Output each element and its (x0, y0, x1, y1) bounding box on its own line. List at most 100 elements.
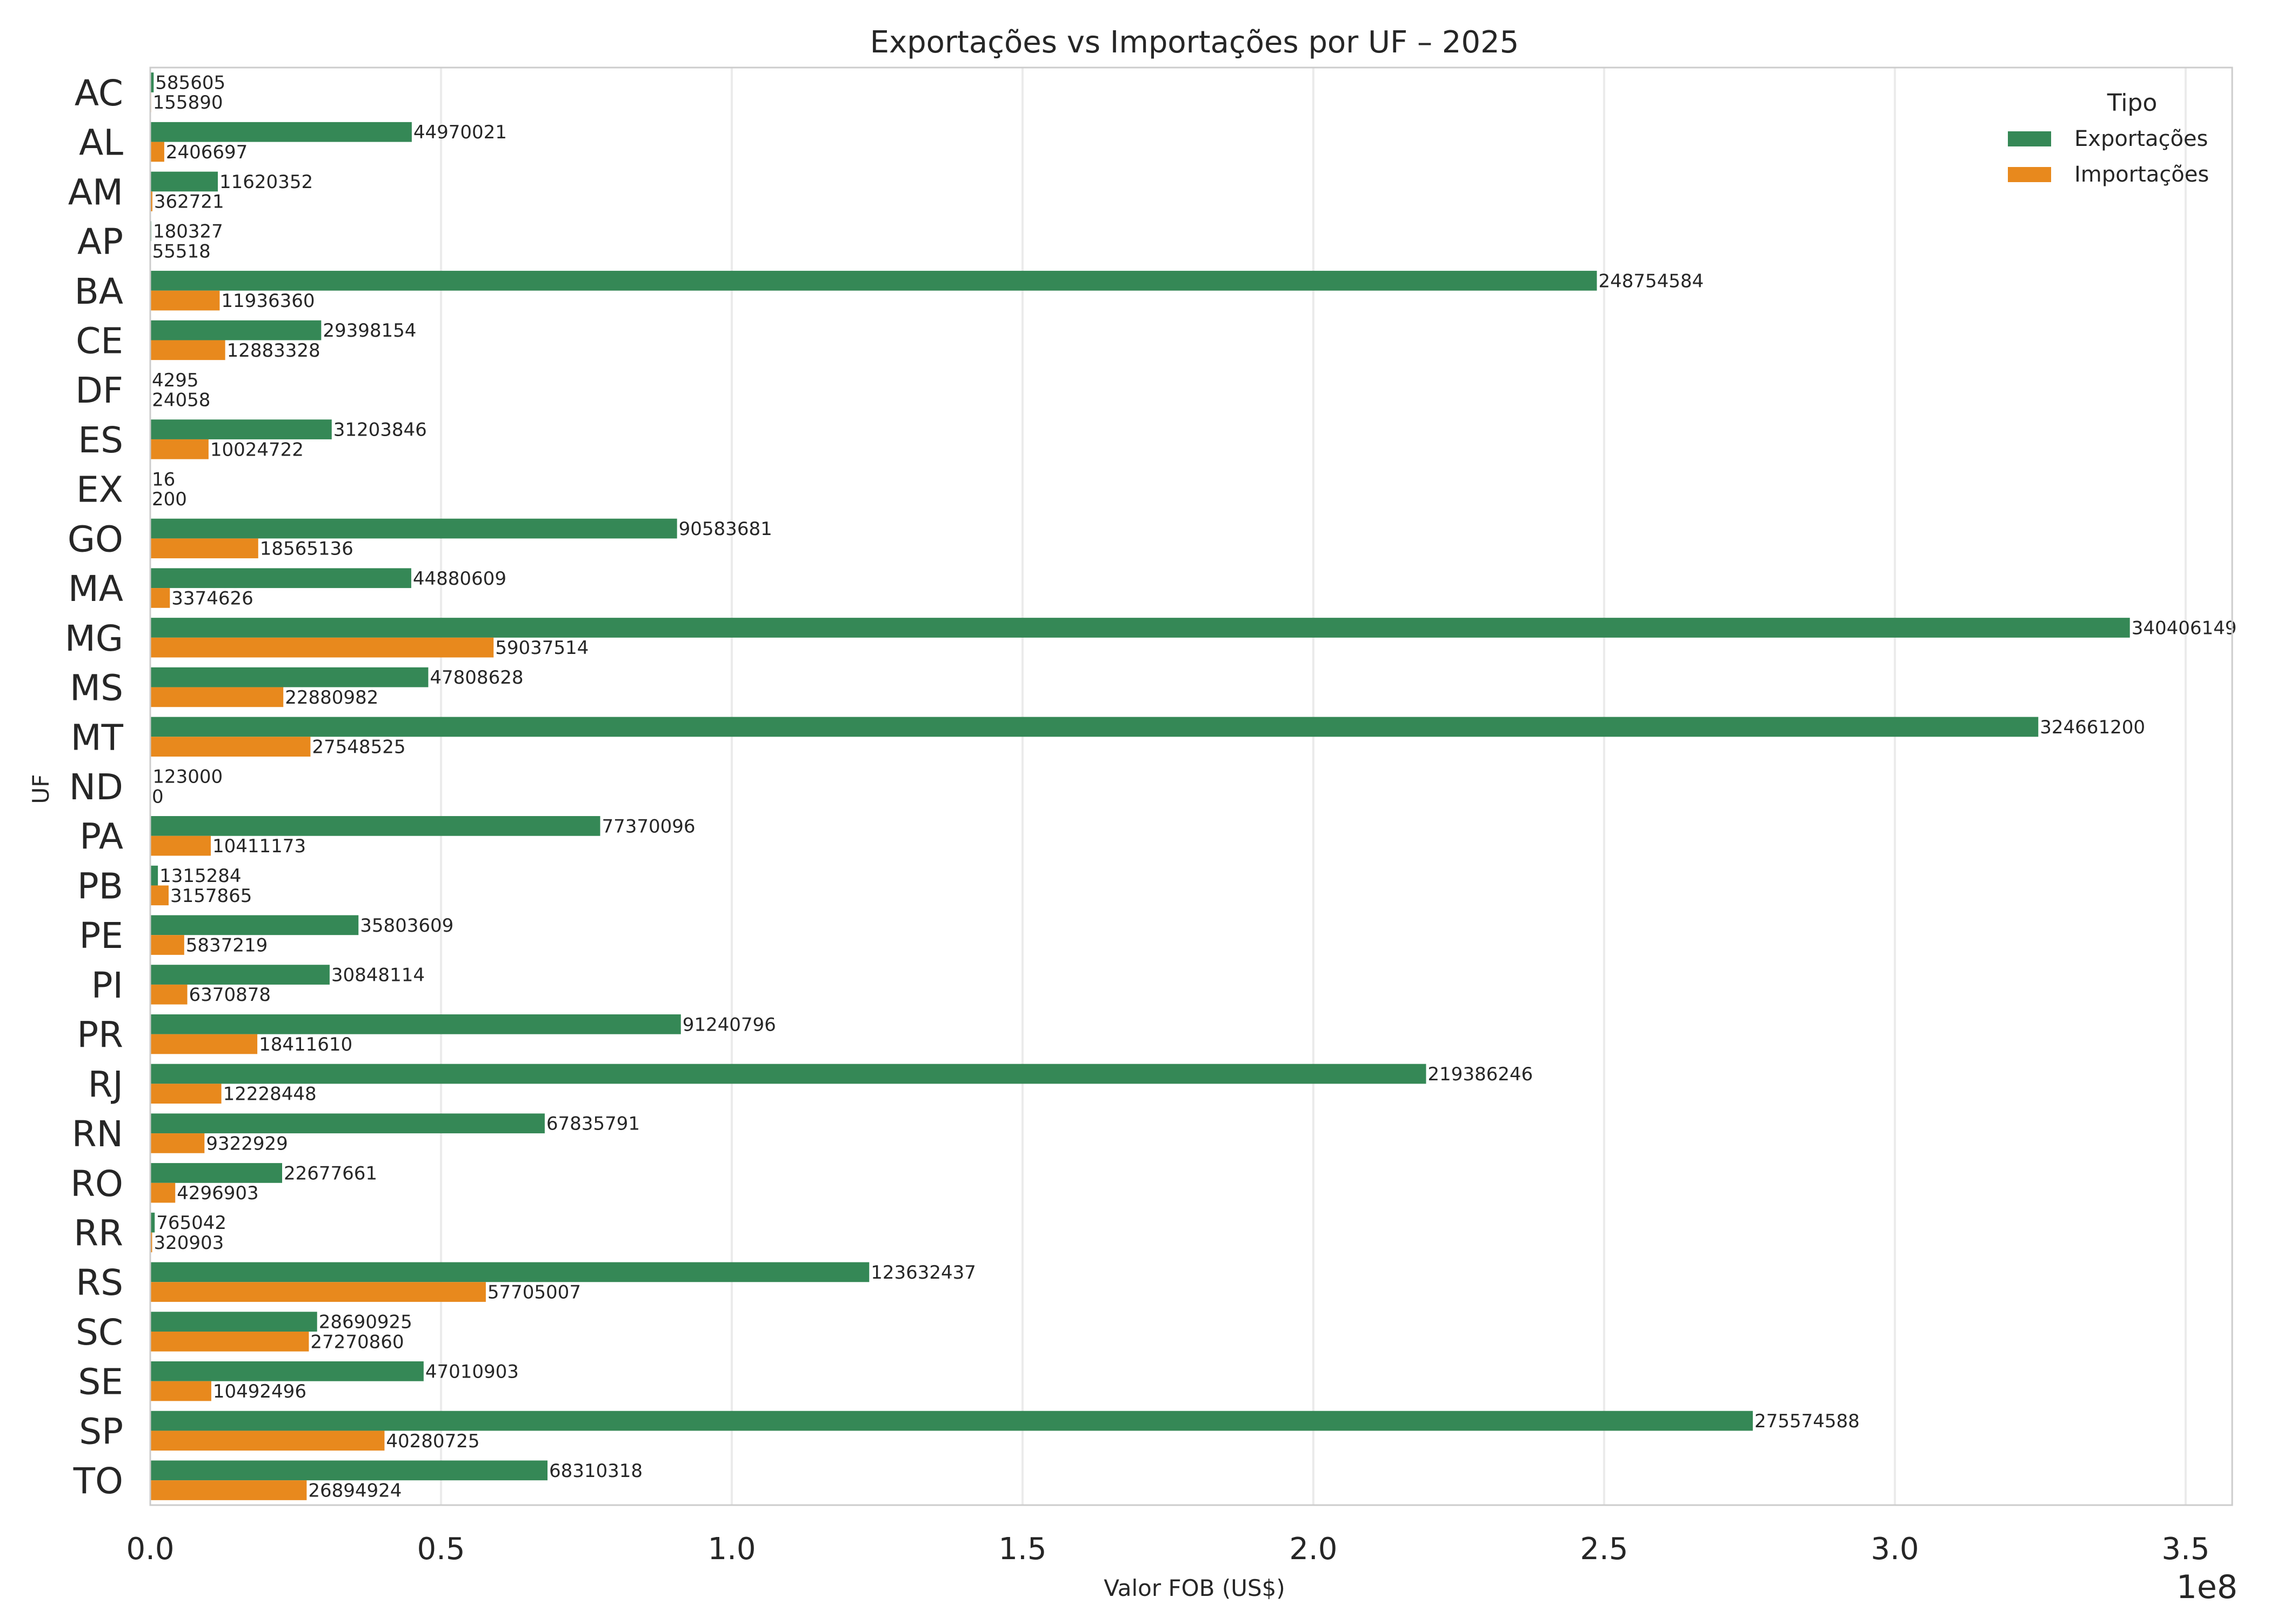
bar-importacoes (150, 1183, 175, 1203)
bar-label-importacoes: 12228448 (223, 1084, 317, 1105)
y-tick-label: RJ (88, 1064, 123, 1105)
bar-label-exportacoes: 77370096 (602, 816, 695, 837)
bar-label-exportacoes: 68310318 (549, 1460, 643, 1482)
bar-label-importacoes: 18411610 (259, 1034, 352, 1055)
bar-label-exportacoes: 219386246 (1428, 1064, 1533, 1085)
bar-label-importacoes: 3157865 (170, 885, 252, 907)
bar-label-exportacoes: 324661200 (2040, 717, 2145, 738)
x-tick-label: 2.5 (1580, 1532, 1628, 1567)
y-tick-label: RO (70, 1163, 123, 1205)
bar-exportacoes (150, 1262, 869, 1282)
x-tick-label: 2.0 (1289, 1532, 1337, 1567)
bar-importacoes (150, 1133, 204, 1153)
bar-label-exportacoes: 16 (152, 469, 175, 490)
bar-exportacoes (150, 1312, 317, 1332)
bar-exportacoes (150, 1014, 681, 1034)
bar-exportacoes (150, 1113, 545, 1133)
bar-importacoes (150, 737, 310, 757)
bar-label-importacoes: 40280725 (386, 1431, 479, 1452)
bar-importacoes (150, 687, 283, 707)
bar-label-exportacoes: 22677661 (284, 1162, 377, 1184)
chart-title: Exportações vs Importações por UF – 2025 (870, 25, 1519, 60)
bar-label-importacoes: 6370878 (189, 984, 271, 1006)
bar-exportacoes (150, 1460, 548, 1480)
bar-exportacoes (150, 320, 321, 340)
bar-label-importacoes: 22880982 (285, 687, 378, 709)
bar-label-exportacoes: 275574588 (1754, 1411, 1860, 1432)
x-tick-label: 3.0 (1871, 1532, 1919, 1567)
y-tick-label: EX (76, 469, 123, 511)
bar-label-importacoes: 3374626 (171, 587, 253, 609)
bar-label-importacoes: 59037514 (495, 637, 589, 659)
y-tick-label: BA (75, 271, 123, 312)
bar-label-exportacoes: 35803609 (360, 915, 453, 937)
bar-exportacoes (150, 816, 600, 836)
bar-importacoes (150, 439, 209, 459)
bar-importacoes (150, 142, 164, 162)
bar-exportacoes (150, 667, 428, 687)
bar-label-exportacoes: 248754584 (1599, 270, 1704, 292)
bar-importacoes (150, 1332, 309, 1352)
y-tick-label: AC (75, 72, 123, 114)
y-tick-label: CE (76, 320, 123, 362)
y-tick-label: AL (79, 122, 123, 164)
bar-label-exportacoes: 123000 (152, 766, 223, 788)
bar-label-exportacoes: 585605 (155, 72, 225, 94)
bar-exportacoes (150, 717, 2038, 737)
bar-label-exportacoes: 11620352 (219, 171, 313, 193)
bar-label-importacoes: 155890 (153, 92, 223, 113)
bar-label-importacoes: 27548525 (312, 737, 405, 758)
bar-label-importacoes: 320903 (153, 1232, 224, 1254)
bar-exportacoes (150, 568, 411, 588)
bar-exportacoes (150, 1064, 1426, 1084)
bar-importacoes (150, 885, 169, 905)
bar-exportacoes (150, 915, 358, 935)
bar-label-importacoes: 12883328 (227, 340, 321, 362)
bar-importacoes (150, 638, 493, 658)
bar-importacoes (150, 1480, 306, 1500)
y-tick-label: DF (75, 370, 123, 411)
y-tick-label: ND (69, 766, 123, 808)
bar-label-exportacoes: 44970021 (413, 122, 507, 143)
legend-swatch-importacoes (2008, 167, 2051, 182)
bar-label-exportacoes: 90583681 (679, 518, 772, 540)
legend-swatch-exportacoes (2008, 131, 2051, 146)
bar-label-importacoes: 26894924 (308, 1480, 402, 1501)
bar-exportacoes (150, 618, 2130, 638)
bar-label-exportacoes: 47010903 (425, 1361, 519, 1382)
y-tick-label: MS (70, 667, 123, 709)
y-tick-label: AM (68, 171, 123, 213)
y-tick-label: PI (91, 965, 123, 1006)
bar-label-importacoes: 4296903 (177, 1182, 258, 1204)
bar-exportacoes (150, 1163, 282, 1183)
y-tick-label: RR (74, 1213, 123, 1254)
bar-importacoes (150, 588, 170, 608)
bar-exportacoes (150, 122, 412, 142)
y-tick-label: MG (65, 618, 123, 659)
bar-importacoes (150, 340, 225, 360)
x-axis-label: Valor FOB (US$) (1104, 1575, 1285, 1601)
bar-importacoes (150, 291, 219, 311)
bar-exportacoes (150, 1411, 1753, 1431)
bar-label-exportacoes: 29398154 (323, 320, 416, 342)
bar-label-exportacoes: 340406149 (2132, 617, 2237, 639)
bar-exportacoes (150, 172, 218, 192)
bar-label-exportacoes: 28690925 (319, 1312, 412, 1333)
bar-importacoes (150, 836, 211, 856)
bar-label-exportacoes: 44880609 (413, 568, 506, 590)
y-tick-label: PR (77, 1014, 123, 1056)
y-tick-label: SE (78, 1361, 123, 1403)
bar-label-importacoes: 57705007 (488, 1282, 581, 1304)
y-tick-label: MT (71, 717, 124, 758)
bar-label-importacoes: 10492496 (213, 1381, 306, 1402)
bar-label-importacoes: 0 (152, 786, 164, 807)
bar-exportacoes (150, 271, 1597, 291)
legend-title: Tipo (2107, 89, 2158, 117)
y-tick-label: PA (79, 816, 123, 858)
x-axis-offset-text: 1e8 (2176, 1568, 2238, 1606)
bar-exportacoes (150, 1361, 424, 1381)
bar-importacoes (150, 1282, 486, 1302)
bar-label-exportacoes: 765042 (156, 1212, 226, 1234)
bar-label-importacoes: 2406697 (166, 142, 248, 163)
